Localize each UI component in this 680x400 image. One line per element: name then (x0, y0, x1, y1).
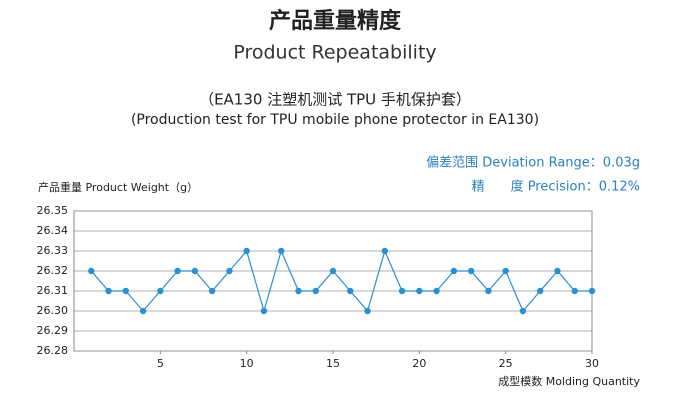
data-point (450, 267, 458, 275)
annotation: 偏差范围 Deviation Range：0.03g (426, 156, 640, 171)
y-tick-label: 26.30 (37, 304, 69, 317)
data-point (139, 307, 147, 315)
data-point (174, 267, 181, 275)
data-point (329, 267, 337, 275)
data-point (467, 267, 475, 275)
data-point (226, 267, 233, 275)
y-tick-label: 26.29 (37, 324, 69, 337)
x-tick-label: 20 (412, 357, 426, 370)
chart-subtitle: Product Repeatability (233, 42, 436, 64)
data-point (588, 287, 596, 295)
data-point (122, 287, 129, 295)
y-tick-label: 26.34 (37, 224, 69, 237)
data-point (398, 287, 406, 295)
x-tick-label: 30 (585, 357, 599, 370)
annotation: 精 度 Precision：0.12% (472, 179, 640, 195)
data-point (157, 287, 164, 295)
data-point (260, 307, 268, 315)
x-tick-label: 5 (157, 357, 164, 370)
data-point (105, 287, 112, 295)
y-tick-label: 26.35 (37, 204, 69, 217)
data-point (312, 287, 319, 295)
caption-en: (Production test for TPU mobile phone pr… (131, 112, 539, 128)
chart-title: 产品重量精度 (269, 8, 402, 34)
y-tick-label: 26.33 (37, 244, 69, 257)
data-point (537, 287, 544, 295)
plot-frame (73, 210, 593, 352)
y-tick-label: 26.28 (37, 344, 69, 357)
caption-cn: （EA130 注塑机测试 TPU 手机保护套） (199, 91, 471, 109)
data-point (485, 287, 492, 295)
y-tick-label: 26.31 (37, 284, 69, 297)
data-point (347, 287, 354, 295)
x-tick-label: 15 (326, 357, 340, 370)
data-point (381, 247, 388, 255)
x-axis-label: 成型模数 Molding Quantity (498, 374, 640, 388)
data-point (191, 267, 199, 275)
x-tick-label: 25 (499, 357, 513, 370)
data-point (88, 267, 95, 275)
y-axis-label: 产品重量 Product Weight（g） (38, 180, 198, 194)
data-point (243, 247, 250, 255)
data-point (295, 287, 302, 295)
data-point (208, 287, 216, 295)
data-point (519, 307, 527, 315)
data-point (554, 267, 561, 275)
y-tick-label: 26.32 (37, 264, 69, 277)
data-point (416, 287, 423, 295)
data-point (364, 307, 371, 315)
data-point (571, 287, 578, 295)
x-tick-label: 10 (240, 357, 254, 370)
data-point (433, 287, 440, 295)
data-point (502, 267, 509, 275)
series-line (90, 249, 592, 314)
data-point (278, 247, 285, 255)
